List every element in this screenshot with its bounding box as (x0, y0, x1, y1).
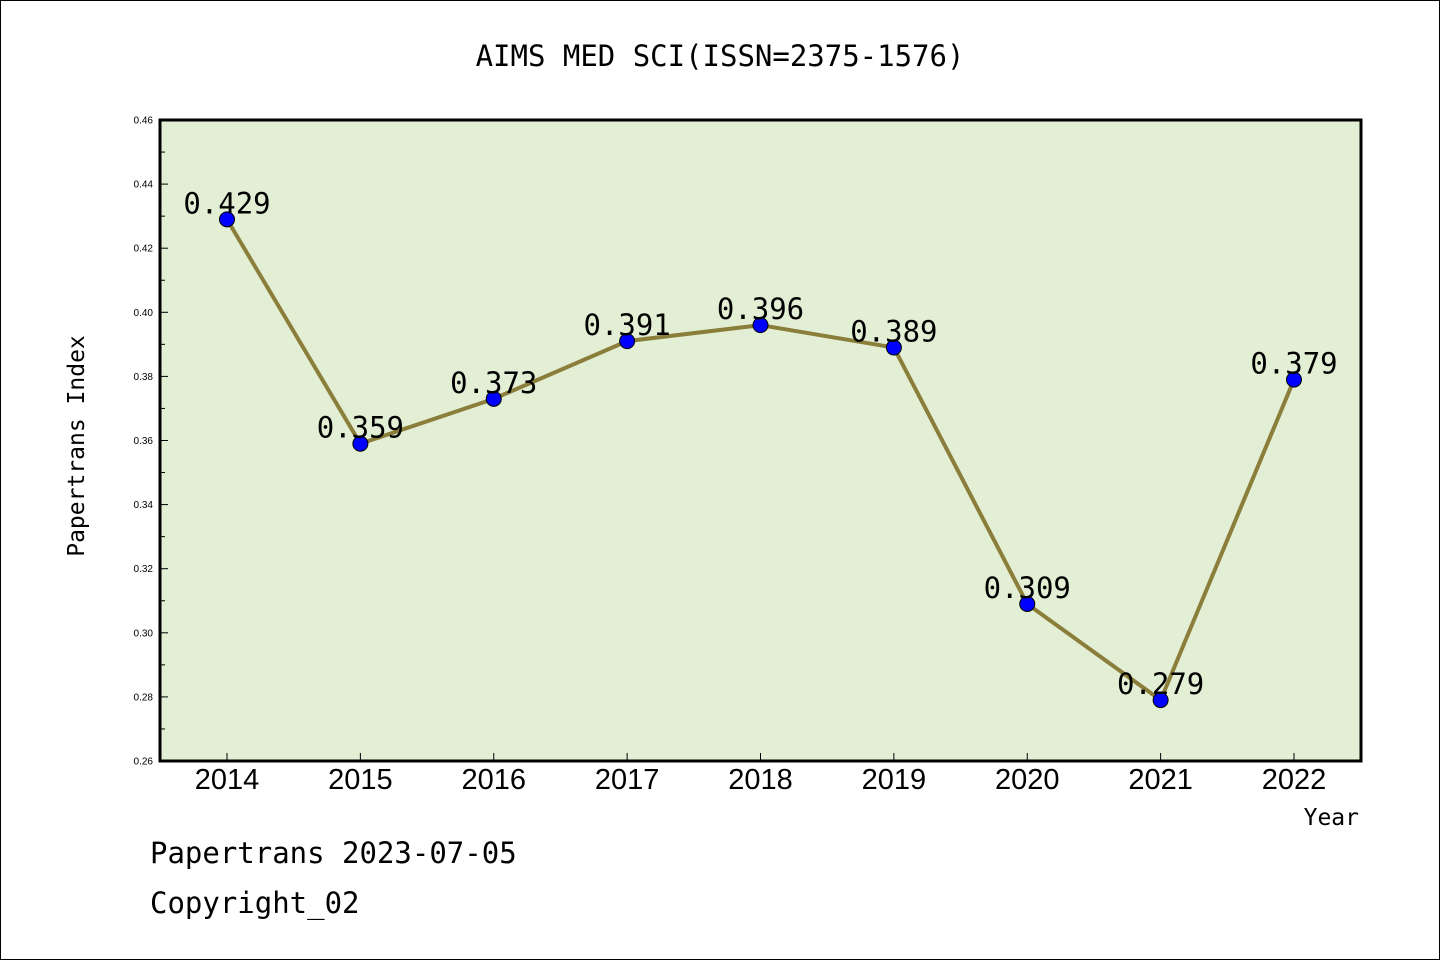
data-point (1019, 595, 1036, 612)
x-tick-label: 2015 (328, 764, 393, 796)
data-point (352, 435, 369, 452)
y-tick-label: 0.28 (134, 692, 154, 703)
y-tick-label: 0.30 (134, 628, 154, 639)
data-label: 0.391 (583, 308, 670, 342)
data-label: 0.279 (1117, 667, 1204, 701)
data-point (1152, 692, 1169, 709)
data-point (619, 333, 636, 350)
data-label: 0.429 (183, 186, 270, 220)
y-tick-label: 0.26 (134, 757, 154, 768)
data-point (219, 211, 235, 228)
y-tick-label: 0.38 (134, 372, 154, 383)
data-point (485, 390, 502, 407)
data-point (1286, 371, 1302, 388)
y-axis: 0.26 0.28 0.30 0.32 0.34 0.36 0.38 0.40 0.42 0.44… (134, 116, 168, 768)
x-tick-label: 2017 (595, 764, 660, 796)
y-tick-label: 0.44 (134, 180, 154, 191)
y-axis-label: Papertrans Index (64, 335, 90, 557)
x-tick-label: 2016 (461, 764, 526, 796)
y-tick-label: 0.42 (134, 244, 154, 255)
footer-copyright: Copyright_02 (150, 886, 360, 920)
data-label: 0.396 (717, 292, 804, 326)
x-tick-label: 2020 (995, 764, 1060, 796)
x-tick-label: 2014 (195, 764, 260, 796)
y-tick-label: 0.46 (134, 116, 154, 127)
data-label: 0.389 (850, 315, 937, 349)
series-layer: 0.429 0.359 0.373 0.391 0.396 0.389 0.309 0.279… (183, 186, 1338, 709)
y-tick-label: 0.36 (134, 436, 154, 447)
data-point (752, 317, 769, 334)
x-axis-label: Year (1304, 805, 1359, 831)
data-point (885, 339, 902, 356)
x-tick-label: 2022 (1262, 764, 1327, 796)
data-label: 0.379 (1250, 347, 1337, 381)
y-tick-label: 0.40 (134, 308, 154, 319)
x-tick-label: 2018 (728, 764, 793, 796)
data-label: 0.309 (984, 571, 1071, 605)
data-label: 0.373 (450, 366, 537, 400)
chart-title: AIMS MED SCI(ISSN=2375-1576) (476, 39, 965, 73)
data-label: 0.359 (317, 411, 404, 445)
footer-source: Papertrans 2023-07-05 (150, 836, 517, 870)
x-tick-label: 2021 (1128, 764, 1193, 796)
x-axis: 2014 2015 2016 2017 2018 2019 2020 2021 2022 (195, 753, 1327, 796)
y-tick-label: 0.32 (134, 564, 154, 575)
y-tick-label: 0.34 (134, 500, 154, 511)
x-tick-label: 2019 (862, 764, 927, 796)
